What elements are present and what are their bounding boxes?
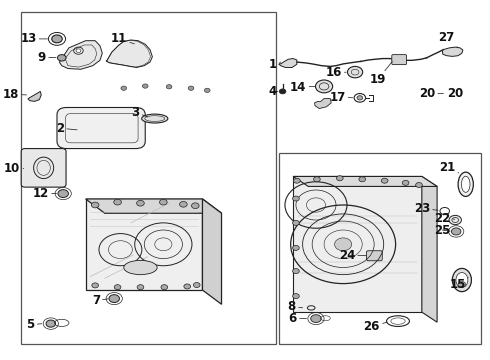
Circle shape <box>316 80 333 93</box>
Text: 27: 27 <box>438 31 457 47</box>
Circle shape <box>314 177 320 182</box>
Circle shape <box>293 294 299 298</box>
Text: 15: 15 <box>449 277 468 291</box>
FancyBboxPatch shape <box>367 251 382 261</box>
Text: 5: 5 <box>26 318 42 331</box>
Text: 21: 21 <box>439 161 459 174</box>
Circle shape <box>179 202 187 207</box>
Text: 1: 1 <box>269 58 281 72</box>
Circle shape <box>335 238 352 251</box>
Text: 10: 10 <box>4 162 24 175</box>
Polygon shape <box>106 40 152 67</box>
Circle shape <box>121 86 126 90</box>
Text: 14: 14 <box>290 81 315 94</box>
Polygon shape <box>86 199 221 213</box>
Ellipse shape <box>124 260 157 275</box>
Circle shape <box>92 283 98 288</box>
Circle shape <box>114 285 121 290</box>
Circle shape <box>449 215 462 225</box>
Text: 12: 12 <box>33 187 56 200</box>
Circle shape <box>458 282 466 287</box>
Bar <box>293 176 422 312</box>
Circle shape <box>279 89 286 94</box>
Ellipse shape <box>458 172 473 197</box>
Circle shape <box>337 176 343 181</box>
Text: 9: 9 <box>38 51 56 64</box>
Circle shape <box>357 96 363 100</box>
Text: 20: 20 <box>447 87 463 100</box>
Circle shape <box>114 199 122 205</box>
Ellipse shape <box>142 114 168 123</box>
Text: 4: 4 <box>269 85 278 98</box>
Circle shape <box>46 320 55 327</box>
Circle shape <box>402 180 409 185</box>
Text: 20: 20 <box>419 87 443 100</box>
Text: 7: 7 <box>92 294 108 307</box>
Circle shape <box>416 183 422 188</box>
Polygon shape <box>293 176 437 186</box>
Ellipse shape <box>452 269 471 292</box>
Text: 11: 11 <box>111 32 134 45</box>
FancyBboxPatch shape <box>392 55 407 64</box>
Polygon shape <box>202 199 221 304</box>
Circle shape <box>137 201 144 206</box>
Circle shape <box>311 315 321 323</box>
Bar <box>86 199 202 290</box>
Circle shape <box>76 49 81 53</box>
Text: 22: 22 <box>434 212 455 225</box>
Ellipse shape <box>456 273 468 288</box>
Circle shape <box>194 283 200 288</box>
Circle shape <box>293 269 299 274</box>
Circle shape <box>58 190 69 198</box>
Circle shape <box>137 285 144 290</box>
Circle shape <box>359 177 366 182</box>
Circle shape <box>160 199 167 205</box>
Text: 17: 17 <box>329 91 353 104</box>
Circle shape <box>161 285 168 290</box>
FancyBboxPatch shape <box>21 149 66 187</box>
Polygon shape <box>422 176 437 322</box>
Text: 8: 8 <box>288 300 303 313</box>
Text: 24: 24 <box>339 248 366 261</box>
Circle shape <box>381 178 388 183</box>
Polygon shape <box>442 47 463 57</box>
Text: 6: 6 <box>289 312 306 325</box>
Text: 23: 23 <box>414 202 438 215</box>
Circle shape <box>293 246 299 250</box>
Text: 3: 3 <box>131 105 148 119</box>
Polygon shape <box>315 99 331 109</box>
Polygon shape <box>279 59 297 67</box>
Circle shape <box>204 88 210 93</box>
Text: 13: 13 <box>20 32 48 45</box>
Circle shape <box>52 35 62 43</box>
Polygon shape <box>28 91 41 102</box>
Circle shape <box>91 202 99 208</box>
Text: 19: 19 <box>369 62 392 86</box>
Bar <box>21 12 276 344</box>
Ellipse shape <box>462 176 470 192</box>
Circle shape <box>188 86 194 90</box>
Circle shape <box>143 84 148 88</box>
Circle shape <box>347 66 363 78</box>
Text: 25: 25 <box>434 224 450 237</box>
Text: 18: 18 <box>3 88 26 101</box>
Circle shape <box>293 196 299 201</box>
Text: 16: 16 <box>325 66 346 79</box>
Circle shape <box>293 220 299 225</box>
Bar <box>279 153 482 344</box>
Text: 26: 26 <box>364 320 387 333</box>
Circle shape <box>184 284 191 289</box>
Circle shape <box>57 55 66 61</box>
Circle shape <box>166 85 172 89</box>
Circle shape <box>109 295 120 302</box>
Polygon shape <box>59 41 102 69</box>
Circle shape <box>451 228 461 235</box>
Text: 2: 2 <box>56 122 77 135</box>
Circle shape <box>192 203 199 208</box>
FancyBboxPatch shape <box>57 108 145 149</box>
Circle shape <box>294 178 300 183</box>
